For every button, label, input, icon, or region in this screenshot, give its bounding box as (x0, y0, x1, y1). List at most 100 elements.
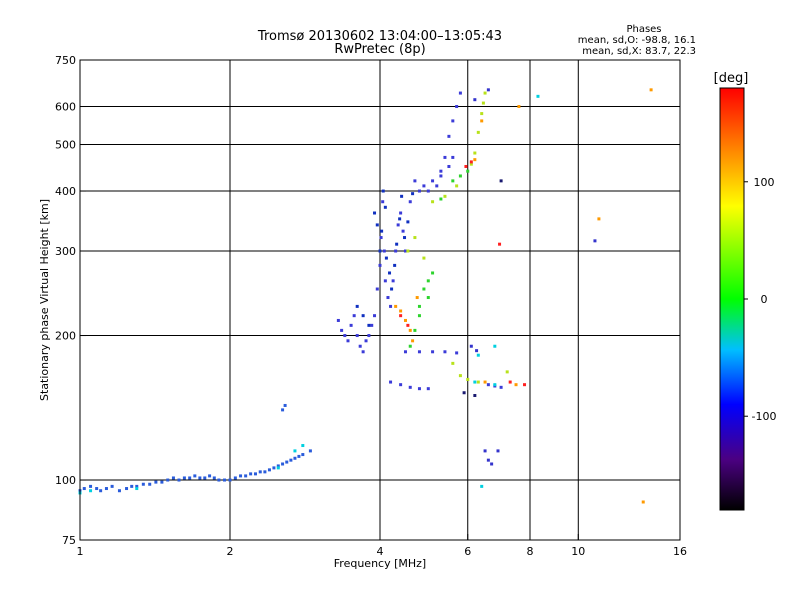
data-point (458, 174, 462, 178)
data-point (435, 184, 439, 188)
data-point (447, 134, 451, 138)
data-point (473, 151, 477, 155)
data-point (389, 380, 393, 384)
data-point (336, 318, 340, 322)
data-point (249, 472, 253, 476)
data-point (388, 271, 392, 275)
data-point (361, 314, 365, 318)
data-point (439, 174, 443, 178)
data-point (399, 211, 403, 215)
data-point (389, 304, 393, 308)
y-tick-label: 400 (55, 185, 76, 198)
data-point (390, 287, 394, 291)
data-point (480, 119, 484, 123)
data-point (597, 217, 601, 221)
data-point (263, 470, 267, 474)
data-point (486, 88, 490, 92)
y-tick-label: 200 (55, 330, 76, 343)
data-point (301, 444, 305, 448)
data-point (99, 489, 103, 493)
data-point (399, 383, 403, 387)
data-point (384, 256, 388, 260)
data-point (343, 334, 347, 338)
data-point (212, 476, 216, 480)
data-point (217, 478, 221, 482)
data-point (373, 211, 377, 215)
data-point (443, 194, 447, 198)
data-point (473, 394, 477, 398)
x-tick-label: 16 (673, 545, 687, 558)
data-point (431, 271, 435, 275)
data-point (406, 249, 410, 253)
data-point (276, 466, 280, 470)
data-point (182, 476, 186, 480)
data-point (346, 339, 350, 343)
data-point (451, 155, 455, 159)
data-point (447, 164, 451, 168)
data-point (380, 229, 384, 233)
chart-title: Tromsø 20130602 13:04:00–13:05:43 (257, 29, 502, 44)
data-point (508, 380, 512, 384)
y-tick-label: 750 (55, 54, 76, 67)
data-point (285, 460, 289, 464)
data-point (417, 304, 421, 308)
data-point (399, 314, 403, 318)
data-point (253, 472, 257, 476)
data-point (289, 458, 293, 462)
data-point (367, 323, 371, 327)
data-point (417, 387, 421, 391)
data-point (301, 453, 305, 457)
data-point (375, 287, 379, 291)
data-point (455, 351, 459, 355)
data-point (411, 339, 415, 343)
data-point (458, 374, 462, 378)
data-point (417, 350, 421, 354)
data-point (125, 487, 129, 491)
data-point (493, 344, 497, 348)
data-point (466, 169, 470, 173)
data-point (166, 478, 170, 482)
data-point (297, 454, 301, 458)
data-point (130, 484, 134, 488)
colorbar-label: [deg] (714, 71, 749, 86)
data-point (483, 91, 487, 95)
x-tick-label: 2 (227, 545, 234, 558)
data-point (401, 229, 405, 233)
data-point (422, 287, 426, 291)
data-point (469, 344, 473, 348)
y-tick-label: 100 (55, 474, 76, 487)
data-point (386, 296, 390, 300)
data-point (352, 314, 356, 318)
data-point (104, 487, 108, 491)
data-point (193, 474, 197, 478)
data-point (413, 328, 417, 332)
data-point (379, 236, 383, 240)
data-point (378, 263, 382, 267)
data-point (411, 192, 415, 196)
data-point (422, 184, 426, 188)
data-point (95, 487, 99, 491)
data-point (473, 380, 477, 384)
data-point (160, 480, 164, 484)
data-point (398, 217, 402, 221)
data-point (141, 482, 145, 486)
colorbar-tick-label: 100 (754, 176, 775, 189)
data-point (281, 462, 285, 466)
colorbar (719, 87, 745, 511)
data-point (408, 328, 412, 332)
data-point (276, 464, 280, 468)
data-point (228, 478, 232, 482)
x-tick-label: 10 (571, 545, 585, 558)
data-point (355, 334, 359, 338)
x-tick-label: 8 (527, 545, 534, 558)
data-point (381, 189, 385, 193)
data-point (426, 189, 430, 193)
data-point (480, 484, 484, 488)
data-point (458, 91, 462, 95)
data-point (383, 279, 387, 283)
data-point (498, 242, 502, 246)
data-point (426, 387, 430, 391)
data-point (367, 334, 371, 338)
data-point (483, 380, 487, 384)
data-point (464, 164, 468, 168)
